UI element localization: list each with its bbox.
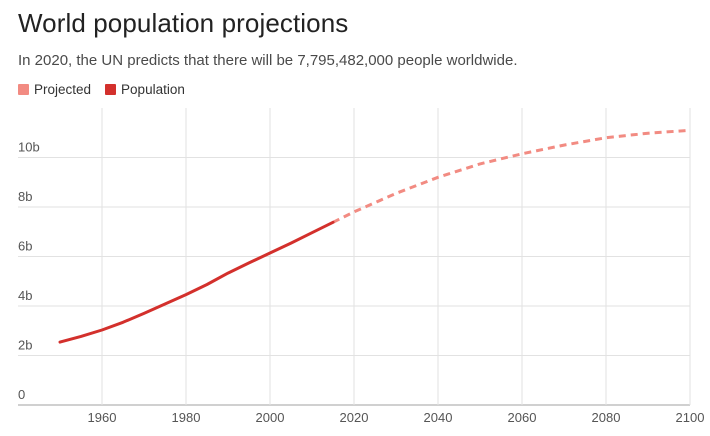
y-tick-label: 4b	[18, 288, 32, 303]
y-tick-label: 10b	[18, 140, 40, 155]
y-tick-label: 8b	[18, 189, 32, 204]
legend-label-projected: Projected	[34, 82, 92, 97]
grid-layer	[18, 108, 691, 406]
legend: Projected Population	[18, 82, 199, 97]
chart-subtitle: In 2020, the UN predicts that there will…	[18, 52, 518, 69]
x-tick-label: 2040	[424, 410, 453, 425]
y-tick-label: 0	[18, 387, 25, 402]
legend-swatch-population	[105, 84, 117, 95]
series-line-population	[58, 220, 335, 344]
tick-layer: 0 2b 4b 6b 8b 10b 1960 1980 2000 2020 2040 2060 2080…	[18, 140, 704, 426]
legend-item-population[interactable]: Population	[105, 82, 185, 97]
x-tick-label: 2080	[592, 410, 621, 425]
legend-swatch-projected	[18, 84, 29, 95]
x-tick-label: 2020	[340, 410, 369, 425]
legend-label-population: Population	[121, 82, 185, 97]
x-tick-label: 2060	[508, 410, 537, 425]
y-tick-label: 2b	[18, 338, 32, 353]
x-tick-label: 1960	[88, 410, 117, 425]
x-tick-label: 2100	[676, 410, 705, 425]
y-tick-label: 6b	[18, 239, 32, 254]
series-layer	[58, 128, 691, 344]
x-tick-label: 1980	[172, 410, 201, 425]
legend-item-projected[interactable]: Projected	[18, 82, 91, 97]
chart-title: World population projections	[18, 8, 349, 38]
series-line-projected	[332, 128, 691, 224]
x-tick-label: 2000	[256, 410, 285, 425]
